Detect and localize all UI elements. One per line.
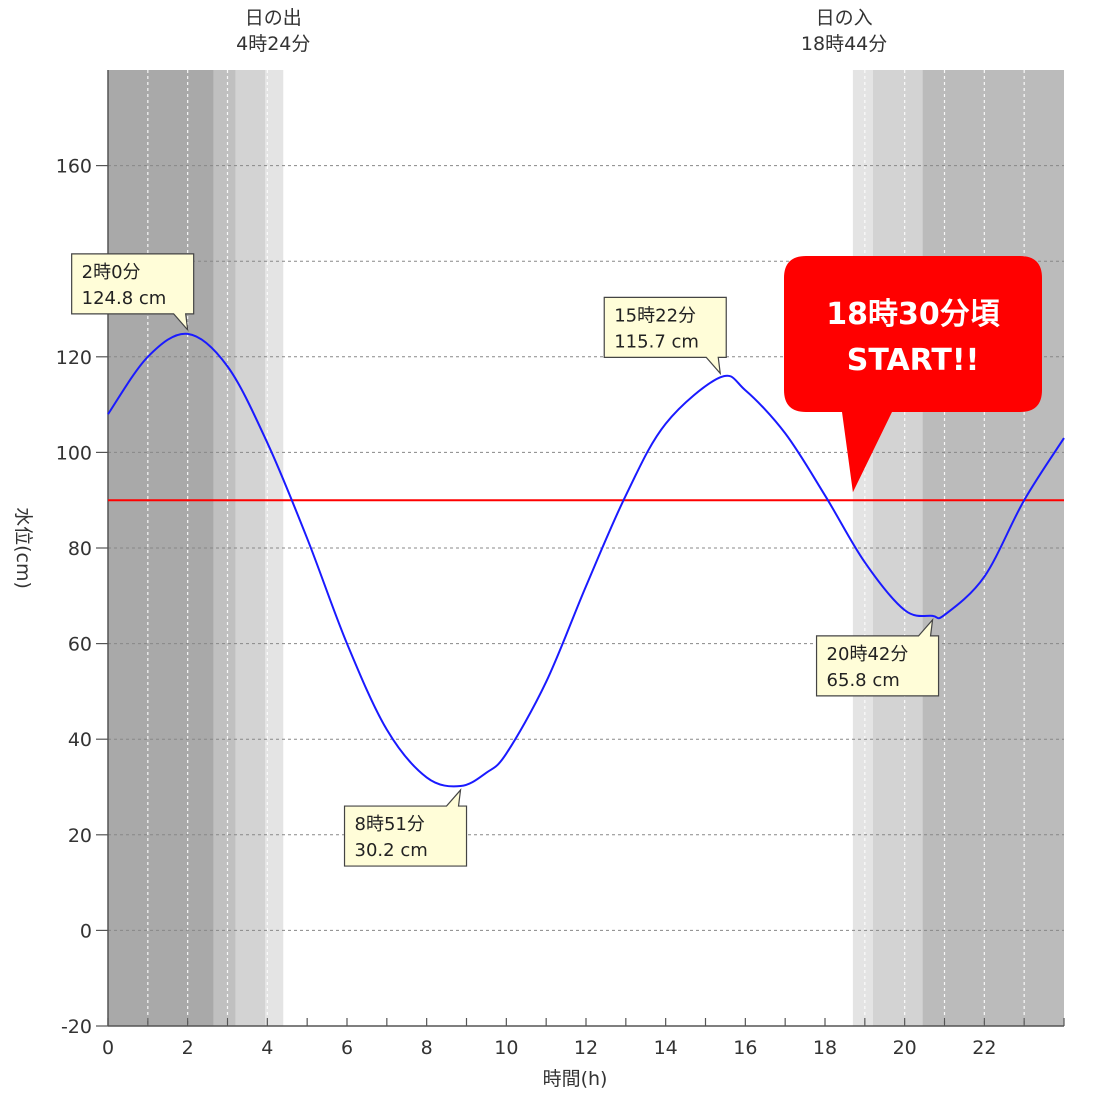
x-tick-label: 18 bbox=[813, 1037, 837, 1059]
annotation-value: 30.2 cm bbox=[355, 840, 428, 861]
night-band bbox=[872, 70, 923, 1026]
annotation-box bbox=[343, 788, 468, 867]
y-tick-label: 60 bbox=[68, 634, 92, 656]
start-callout: 18時30分頃 START!! bbox=[784, 256, 1042, 493]
axes: 0 2 4 6 8 10 12 14 16 18 20 22 -20 0 20 40 60 80 100 120 160 bbox=[56, 70, 1065, 1059]
annotation-value: 115.7 cm bbox=[614, 331, 699, 352]
y-tick-label: -20 bbox=[61, 1016, 92, 1038]
x-tick-label: 22 bbox=[972, 1037, 996, 1059]
data-annotation: 2時0分 124.8 cm bbox=[71, 253, 195, 332]
annotation-time: 8時51分 bbox=[355, 814, 425, 835]
night-band bbox=[265, 70, 284, 1026]
x-tick-label: 14 bbox=[654, 1037, 678, 1059]
annotation-time: 2時0分 bbox=[82, 262, 141, 283]
sun-event-time: 18時44分 bbox=[801, 33, 887, 55]
x-tick-label: 8 bbox=[421, 1037, 433, 1059]
callout-start: START!! bbox=[847, 343, 980, 378]
x-tick-label: 20 bbox=[893, 1037, 917, 1059]
data-annotation: 8時51分 30.2 cm bbox=[343, 788, 468, 867]
x-tick-label: 16 bbox=[733, 1037, 757, 1059]
y-tick-label: 160 bbox=[56, 156, 92, 178]
annotation-box bbox=[603, 296, 727, 376]
y-tick-label: 80 bbox=[68, 538, 92, 560]
sun-events-group: 日の出 4時24分 日の入 18時44分 bbox=[236, 7, 887, 55]
annotations-group: 2時0分 124.8 cm 8時51分 30.2 cm 15時22分 115.7 cm 20… bbox=[71, 253, 940, 867]
x-tick-label: 12 bbox=[574, 1037, 598, 1059]
y-tick-label: 100 bbox=[56, 442, 92, 464]
night-band bbox=[108, 70, 214, 1026]
x-tick-label: 10 bbox=[494, 1037, 518, 1059]
series-group bbox=[107, 332, 1065, 788]
data-annotation: 20時42分 65.8 cm bbox=[815, 618, 940, 697]
annotation-box bbox=[71, 253, 195, 332]
annotation-value: 124.8 cm bbox=[82, 288, 167, 309]
x-tick-label: 2 bbox=[182, 1037, 194, 1059]
callout-bubble bbox=[784, 256, 1042, 493]
y-tick-label: 40 bbox=[68, 729, 92, 751]
y-tick-label: 20 bbox=[68, 825, 92, 847]
x-axis-label: 時間(h) bbox=[543, 1068, 608, 1090]
y-tick-label: 0 bbox=[80, 920, 92, 942]
x-tick-label: 6 bbox=[341, 1037, 353, 1059]
callout-time: 18時30分頃 bbox=[826, 297, 1000, 332]
annotation-time: 15時22分 bbox=[614, 305, 696, 326]
annotation-value: 65.8 cm bbox=[827, 670, 900, 691]
tide-level-line bbox=[107, 332, 1065, 788]
daylight-bands bbox=[108, 70, 1064, 1026]
data-annotation: 15時22分 115.7 cm bbox=[603, 296, 727, 376]
y-axis-label: 水位(cm) bbox=[12, 507, 34, 589]
annotation-box bbox=[815, 618, 940, 697]
sun-event-name: 日の入 bbox=[816, 7, 873, 29]
y-tick-label: 120 bbox=[56, 347, 92, 369]
x-tick-label: 0 bbox=[102, 1037, 114, 1059]
x-tick-label: 4 bbox=[261, 1037, 273, 1059]
sun-event-name: 日の出 bbox=[245, 7, 302, 29]
sun-event-time: 4時24分 bbox=[236, 33, 310, 55]
annotation-time: 20時42分 bbox=[827, 644, 909, 665]
